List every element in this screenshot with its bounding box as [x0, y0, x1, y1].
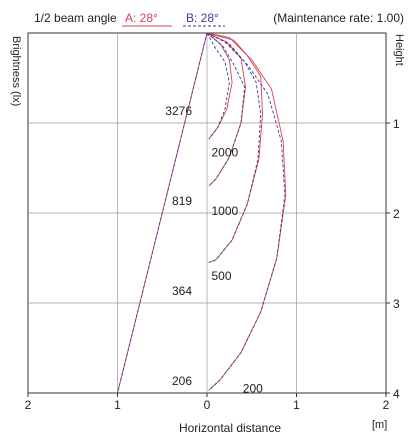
- center-illuminance-label: 819: [172, 194, 192, 208]
- x-tick-label: 1: [293, 398, 300, 412]
- beam-angle-lines: [117, 32, 208, 394]
- beam-angle-line-series-b: [117, 32, 208, 394]
- x-tick-label: 2: [25, 398, 32, 412]
- isolux-contours: [206, 32, 287, 391]
- y-tick-label: 2: [393, 207, 400, 221]
- x-axis-title: Horizontal distance: [179, 421, 281, 435]
- grid: [27, 32, 387, 394]
- maintenance-rate: (Maintenance rate: 1.00): [273, 11, 404, 25]
- beam-angle-label: 1/2 beam angle: [34, 11, 117, 25]
- isolux-label: 500: [211, 269, 231, 283]
- center-illuminance-label: 206: [172, 374, 192, 388]
- isolux-label: 200: [243, 382, 263, 396]
- center-illuminance-label: 3276: [165, 104, 192, 118]
- x-tick-label: 0: [204, 398, 211, 412]
- y-tick-label: 4: [393, 387, 400, 401]
- isolux-contour-b-500: [206, 32, 262, 263]
- series-a-label: A: 28°: [125, 11, 158, 25]
- x-tick-label: 1: [114, 398, 121, 412]
- isolux-contour-b-1000: [206, 32, 246, 187]
- isolux-contour-b-2000: [206, 32, 230, 140]
- illuminance-labels: 3276 819 364 206 2000 1000 500 200: [165, 104, 263, 396]
- y-tick-label: 1: [393, 117, 400, 131]
- series-b-label: B: 28°: [186, 11, 219, 25]
- y-axis-right-title: Height: [393, 34, 405, 66]
- center-illuminance-label: 364: [172, 284, 192, 298]
- isolux-label: 1000: [211, 204, 238, 218]
- isolux-label: 2000: [211, 146, 238, 160]
- y-tick-label: 3: [393, 297, 400, 311]
- isolux-contour-b-200: [206, 32, 286, 391]
- axis-ticks: 2 1 0 1 2 1 2 3 4: [25, 117, 400, 412]
- x-axis-unit: [m]: [372, 419, 387, 431]
- x-tick-label: 2: [383, 398, 390, 412]
- y-axis-left-title: Brightness (lx): [10, 36, 22, 106]
